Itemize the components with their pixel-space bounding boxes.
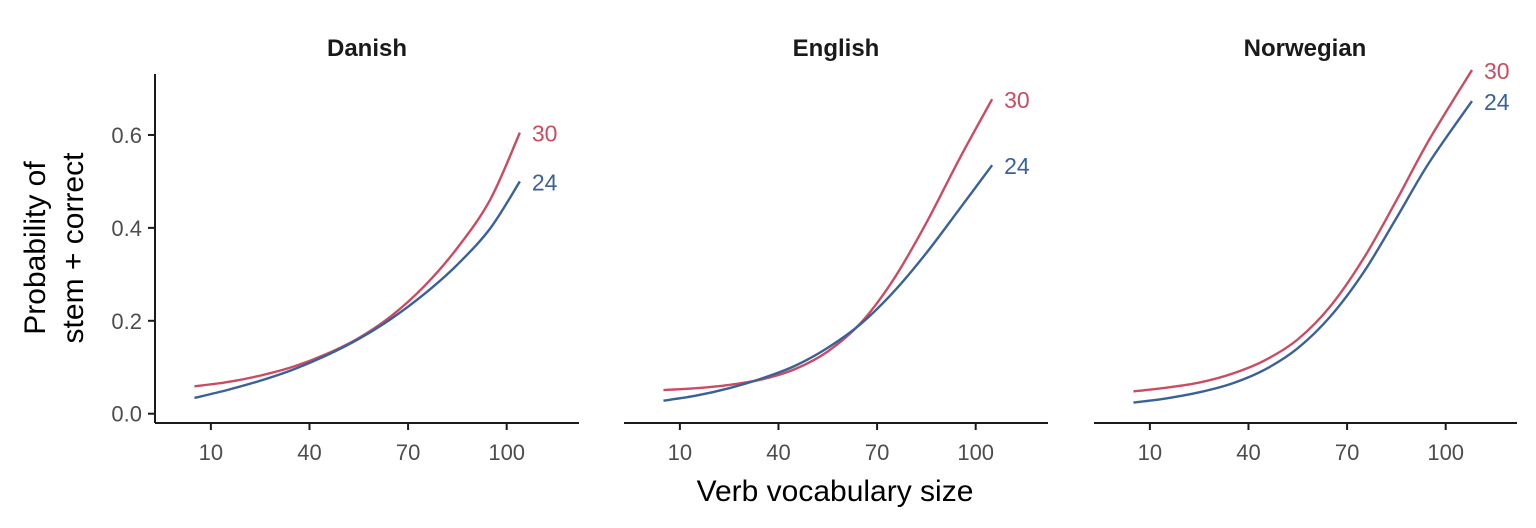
series-line-30 xyxy=(1133,69,1474,393)
x-tick-label: 70 xyxy=(396,440,420,465)
x-tick-label: 10 xyxy=(668,440,692,465)
x-tick-label: 100 xyxy=(957,440,994,465)
series-end-label-24: 24 xyxy=(532,169,558,195)
panel-english: English 10 40 70 100 30 24 xyxy=(624,35,1048,465)
x-tick-label: 10 xyxy=(199,440,223,465)
series-end-label-30: 30 xyxy=(1484,58,1510,84)
y-axis-title: Probability of stem + correct xyxy=(19,152,90,344)
y-tick-label: 0.2 xyxy=(111,309,142,334)
series-line-30 xyxy=(194,132,521,388)
chart-panels: Danish 10 40 70 100 0.0 0.2 0.4 0.6 30 24 English 10… xyxy=(111,35,1517,465)
x-tick-label: 40 xyxy=(297,440,321,465)
series-line-24 xyxy=(194,180,521,400)
x-tick-label: 100 xyxy=(1427,440,1464,465)
series-end-label-24: 24 xyxy=(1484,89,1510,115)
x-tick-label: 10 xyxy=(1138,440,1162,465)
series-line-24 xyxy=(1133,100,1473,404)
y-tick-label: 0.4 xyxy=(111,216,142,241)
panel-title: English xyxy=(793,35,880,62)
y-axis-title-line-2: stem + correct xyxy=(57,152,90,344)
panel-title: Danish xyxy=(327,35,407,62)
panel-norwegian: Norwegian 10 40 70 100 30 24 xyxy=(1094,35,1517,465)
x-tick-label: 100 xyxy=(488,440,525,465)
series-line-24 xyxy=(663,164,994,402)
panel-danish: Danish 10 40 70 100 0.0 0.2 0.4 0.6 30 24 xyxy=(111,35,579,465)
series-end-label-30: 30 xyxy=(532,121,558,147)
x-tick-label: 40 xyxy=(766,440,790,465)
x-tick-label: 70 xyxy=(1335,440,1359,465)
series-end-label-24: 24 xyxy=(1004,153,1030,179)
x-axis-title: Verb vocabulary size xyxy=(697,475,974,508)
y-tick-label: 0.6 xyxy=(111,123,142,148)
x-tick-label: 40 xyxy=(1236,440,1260,465)
series-line-30 xyxy=(663,98,994,392)
panel-title: Norwegian xyxy=(1244,35,1367,62)
x-tick-label: 70 xyxy=(865,440,889,465)
y-axis-title-line-1: Probability of xyxy=(19,161,52,335)
series-end-label-30: 30 xyxy=(1004,87,1030,113)
y-tick-label: 0.0 xyxy=(111,402,142,427)
